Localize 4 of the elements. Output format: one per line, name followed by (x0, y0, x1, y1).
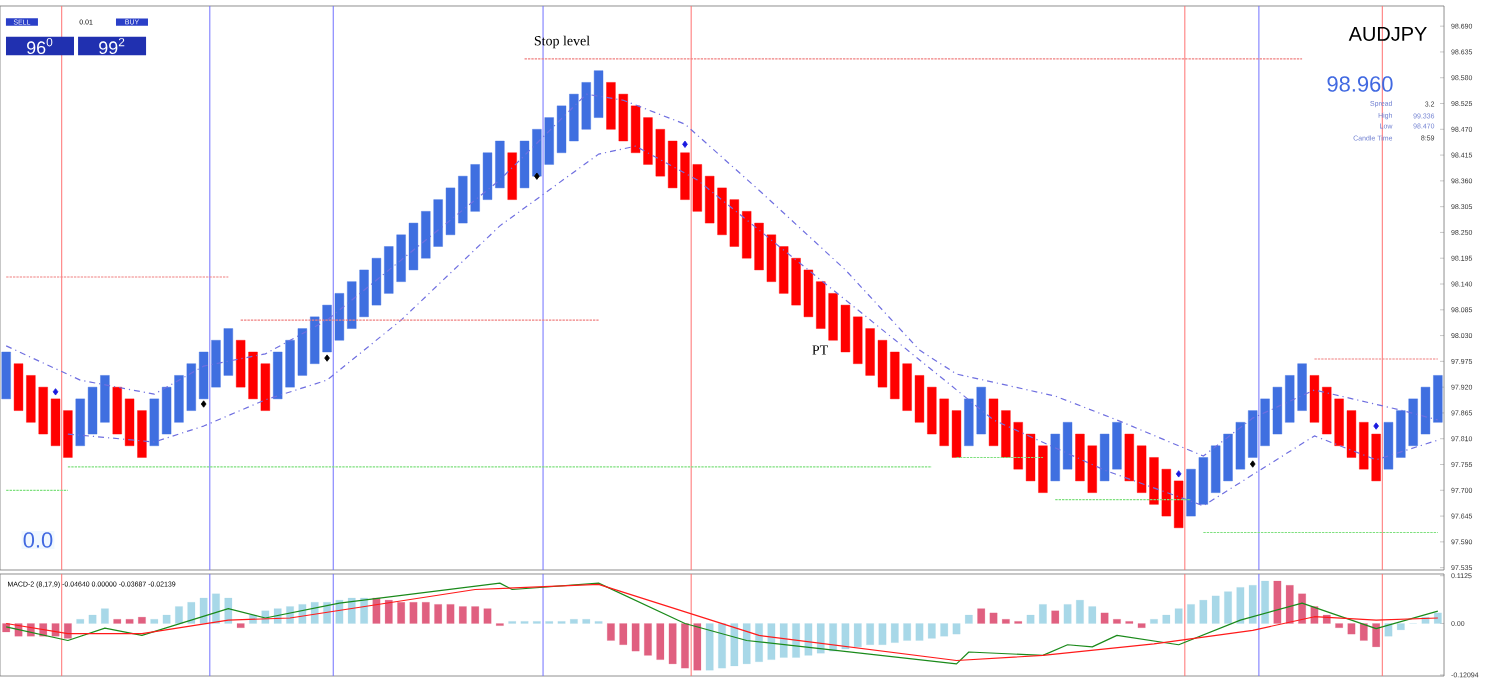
annotation: 99$^{2}$ (99, 37, 125, 55)
annotation: 96$^{0}$ (27, 37, 53, 55)
annotation: 0.0 (23, 532, 53, 548)
text: AUDJPY (1348, 27, 1427, 41)
